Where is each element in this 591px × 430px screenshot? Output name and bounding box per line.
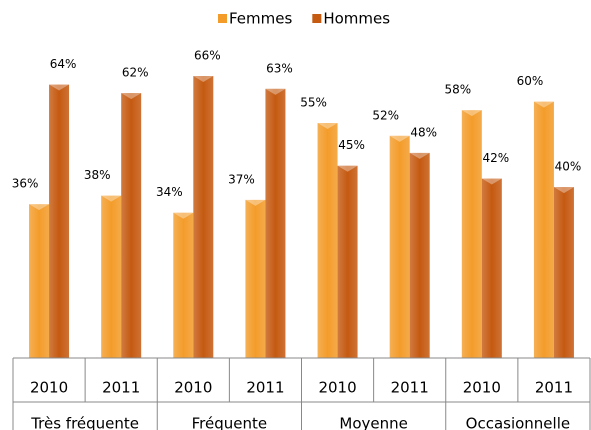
bar-top xyxy=(409,152,430,159)
x-tick-label: 2011 xyxy=(246,379,284,397)
group-label: Moyenne xyxy=(339,415,407,430)
data-label: 34% xyxy=(156,185,183,199)
group-label: Très fréquente xyxy=(30,415,139,430)
bar xyxy=(49,84,70,358)
data-label: 45% xyxy=(338,138,365,152)
group-label: Fréquente xyxy=(192,415,267,430)
data-label: 40% xyxy=(555,160,582,174)
bar-top xyxy=(389,135,410,142)
bar xyxy=(173,212,194,358)
bar-top xyxy=(317,123,338,129)
bar xyxy=(29,204,50,358)
bar-top xyxy=(121,93,142,100)
bar-top xyxy=(101,195,122,202)
bar xyxy=(553,187,574,358)
bar xyxy=(265,88,286,359)
bar-top xyxy=(193,76,214,82)
x-tick-label: 2011 xyxy=(391,379,429,397)
data-label: 55% xyxy=(300,96,327,110)
bar xyxy=(121,93,142,358)
data-label: 42% xyxy=(482,151,509,165)
data-label: 64% xyxy=(50,57,77,71)
bar-top xyxy=(49,84,70,91)
bar xyxy=(409,152,430,358)
data-label: 38% xyxy=(84,168,111,182)
bar-top xyxy=(481,178,502,185)
bar xyxy=(101,195,122,358)
legend-label: Femmes xyxy=(229,10,292,28)
bar-top xyxy=(553,187,574,194)
legend-label: Hommes xyxy=(323,10,390,28)
bar xyxy=(481,178,502,358)
bar xyxy=(193,76,214,358)
bar-top xyxy=(533,101,554,108)
bar xyxy=(337,165,358,358)
bar xyxy=(245,199,266,358)
bar-top xyxy=(173,212,194,219)
data-label: 58% xyxy=(444,83,471,97)
bar xyxy=(389,135,410,358)
bar-top xyxy=(337,165,358,172)
x-tick-label: 2011 xyxy=(535,379,573,397)
data-label: 36% xyxy=(12,177,39,191)
data-label: 37% xyxy=(228,172,255,186)
legend-swatch xyxy=(312,14,322,23)
data-label: 48% xyxy=(410,125,437,139)
bar-top xyxy=(461,110,482,117)
group-label: Occasionnelle xyxy=(466,415,570,430)
x-tick-label: 2010 xyxy=(174,379,212,397)
data-label: 52% xyxy=(372,108,399,122)
data-label: 63% xyxy=(266,61,293,75)
data-label: 60% xyxy=(517,74,544,88)
x-tick-label: 2011 xyxy=(102,379,140,397)
bar-top xyxy=(265,88,286,95)
x-tick-label: 2010 xyxy=(30,379,68,397)
bar xyxy=(317,123,338,358)
bar-top xyxy=(29,204,50,211)
bar-top xyxy=(245,199,266,206)
bar xyxy=(533,101,554,359)
x-tick-label: 2010 xyxy=(318,379,356,397)
x-tick-label: 2010 xyxy=(463,379,501,397)
legend-swatch xyxy=(218,14,227,23)
bar xyxy=(461,110,482,358)
data-label: 66% xyxy=(194,49,221,63)
data-label: 62% xyxy=(122,66,149,80)
